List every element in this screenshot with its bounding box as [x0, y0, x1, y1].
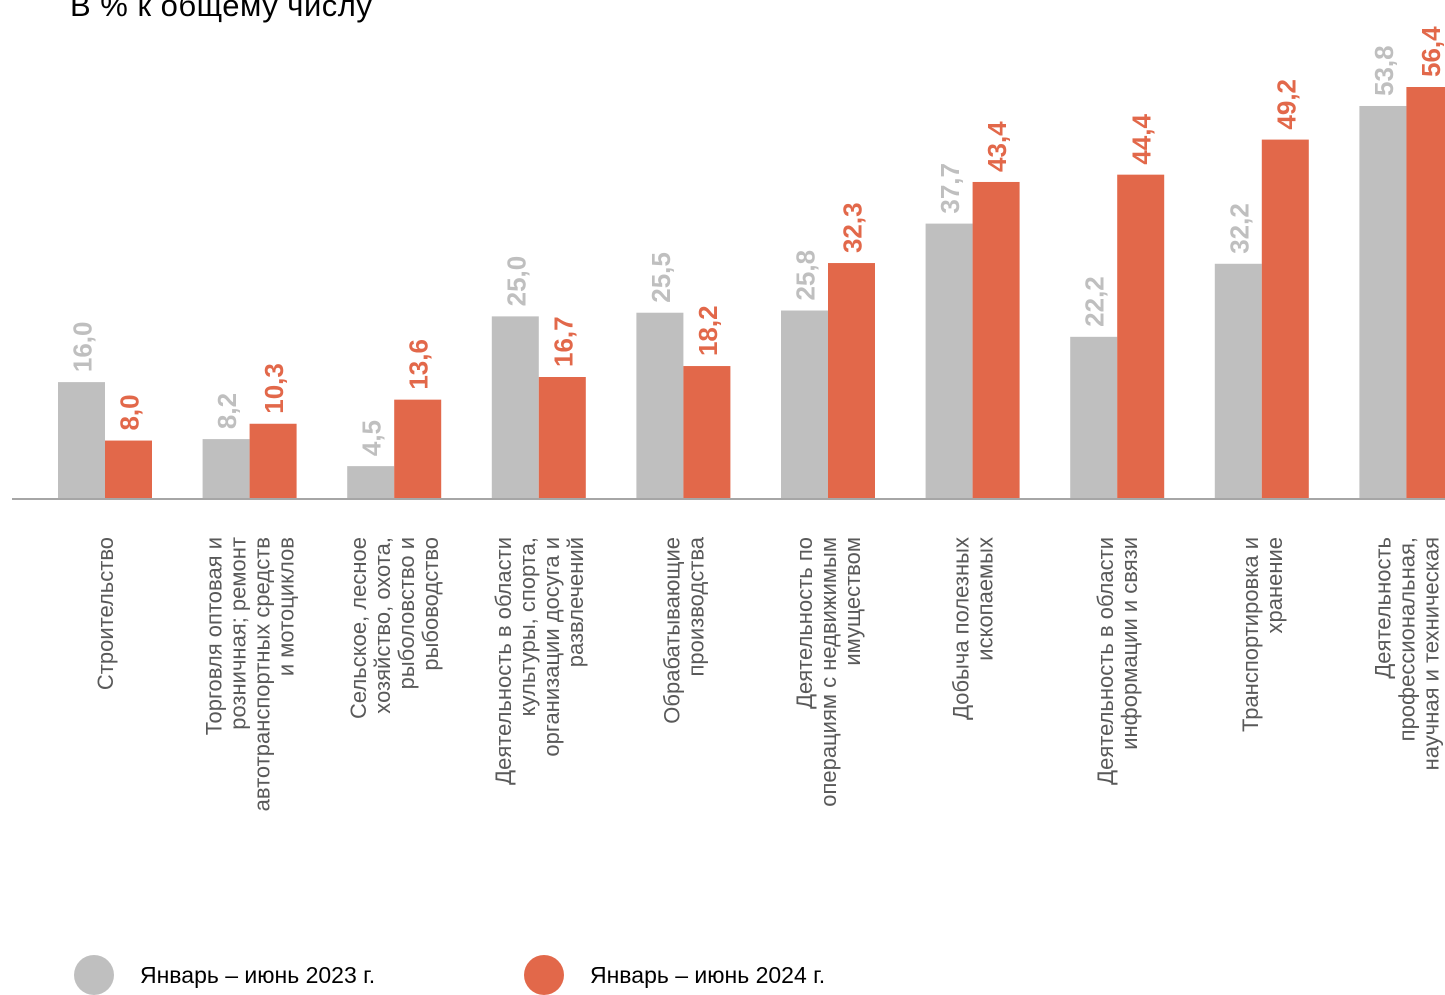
category-label-line: Деятельность по [792, 537, 817, 709]
category-label-line: и мотоциклов [274, 537, 299, 676]
data-label-2023-7: 22,2 [1080, 276, 1110, 327]
category-label-8: Транспортировка и хранение [1238, 537, 1287, 732]
data-label-2024-9: 56,4 [1416, 26, 1445, 77]
category-label-line: Торговля оптовая и [202, 537, 227, 735]
data-label-2024-5: 32,3 [838, 202, 868, 253]
data-label-2023-6: 37,7 [935, 163, 965, 214]
bar-2023-5 [781, 310, 828, 499]
category-label-line: ископаемых [973, 537, 998, 661]
category-label-line: организации досуга и [539, 537, 564, 757]
data-label-2023-4: 25,5 [646, 252, 676, 303]
data-label-2024-6: 43,4 [982, 121, 1012, 172]
bar-2023-6 [925, 223, 973, 499]
category-label-3: Деятельность в области культуры, спорта, о… [491, 537, 588, 785]
category-label-9: Деятельность профессиональная, научная и т… [1370, 537, 1443, 770]
category-label-1: Торговля оптовая и розничная; ремонт автот… [202, 537, 299, 811]
data-label-2024-0: 8,0 [115, 394, 145, 430]
legend-marker-2023 [74, 955, 114, 995]
chart-title: В % к общему числу [70, 0, 373, 23]
bar-2023-8 [1214, 263, 1262, 499]
bar-2024-0 [105, 440, 152, 499]
legend-label-2023: Январь – июнь 2023 г. [140, 961, 376, 988]
data-label-2023-1: 8,2 [212, 393, 242, 429]
category-label-line: Обрабатывающие [659, 537, 684, 724]
category-label-line: развлечений [563, 537, 588, 667]
legend-item-2023: Январь – июнь 2023 г. [74, 955, 375, 995]
category-label-line: профессиональная, [1394, 537, 1419, 741]
data-label-2024-1: 10,3 [259, 363, 289, 414]
data-label-2023-0: 16,0 [68, 322, 98, 373]
category-labels: Строительство Торговля оптовая и розничная… [93, 536, 1443, 811]
legend-marker-2024 [524, 955, 564, 995]
data-label-2023-5: 25,8 [791, 250, 821, 301]
category-label-4: Обрабатывающие производства [659, 536, 708, 723]
category-label-line: операциям с недвижимым [816, 537, 841, 807]
category-label-line: автотранспортных средств [250, 537, 275, 811]
data-label-2023-2: 4,5 [357, 420, 387, 456]
bar-2024-6 [972, 181, 1020, 499]
bar-2024-4 [683, 366, 731, 499]
data-label-2023-9: 53,8 [1369, 45, 1399, 96]
category-label-0: Строительство [93, 537, 118, 690]
legend-item-2024: Январь – июнь 2024 г. [524, 955, 825, 995]
category-label-line: Деятельность [1370, 537, 1395, 679]
bar-chart: 16,0 8,0 8,2 10,3 4,5 13,6 25,0 16,7 25,5 18,2 25,… [12, 26, 1445, 811]
bar-2023-4 [636, 312, 684, 499]
bar-2024-1 [249, 423, 297, 499]
data-label-2023-8: 32,2 [1224, 203, 1254, 254]
category-label-line: хранение [1262, 537, 1287, 634]
bar-2024-8 [1261, 139, 1309, 499]
category-label-line: производства [683, 536, 708, 676]
category-label-line: рыболовство и [394, 537, 419, 689]
bar-2023-3 [491, 316, 539, 499]
bars-layer: 16,0 8,0 8,2 10,3 4,5 13,6 25,0 16,7 25,5 18,2 25,… [58, 26, 1445, 499]
legend-label-2024: Январь – июнь 2024 г. [590, 961, 826, 988]
bar-2023-0 [58, 382, 105, 499]
bar-2024-7 [1117, 174, 1165, 499]
category-label-line: Деятельность в области [491, 537, 516, 785]
bar-2024-9 [1406, 87, 1445, 499]
bar-2024-2 [394, 399, 442, 499]
bar-2023-7 [1070, 336, 1118, 499]
data-label-2023-3: 25,0 [501, 256, 531, 307]
data-label-2024-2: 13,6 [404, 339, 434, 390]
bar-2023-2 [347, 466, 395, 499]
bar-2023-9 [1359, 105, 1407, 499]
data-label-2024-7: 44,4 [1127, 114, 1157, 165]
data-label-2024-3: 16,7 [548, 316, 578, 367]
category-label-line: розничная; ремонт [226, 537, 251, 730]
category-label-5: Деятельность по операциям с недвижимым иму… [792, 537, 865, 807]
category-label-line: Транспортировка и [1238, 537, 1263, 732]
category-label-2: Сельское, лесное хозяйство, охота, рыболов… [346, 537, 443, 719]
data-label-2024-4: 18,2 [693, 305, 723, 356]
category-label-line: культуры, спорта, [515, 537, 540, 716]
bar-2023-1 [202, 439, 250, 499]
category-label-7: Деятельность в области информации и связи [1093, 537, 1142, 785]
bar-2024-3 [538, 377, 586, 499]
category-label-line: Добыча полезных [949, 537, 974, 720]
data-label-2024-8: 49,2 [1271, 79, 1301, 130]
category-label-line: информации и связи [1117, 537, 1142, 750]
category-label-line: рыбоводство [418, 537, 443, 671]
category-label-line: Деятельность в области [1093, 537, 1118, 785]
category-label-line: научная и техническая [1418, 537, 1443, 770]
category-label-line: имуществом [840, 537, 865, 666]
category-label-line: Строительство [93, 537, 118, 690]
category-label-line: хозяйство, охота, [370, 537, 395, 714]
category-label-6: Добыча полезных ископаемых [949, 537, 998, 720]
bar-2024-5 [828, 263, 875, 499]
category-label-line: Сельское, лесное [346, 537, 371, 719]
